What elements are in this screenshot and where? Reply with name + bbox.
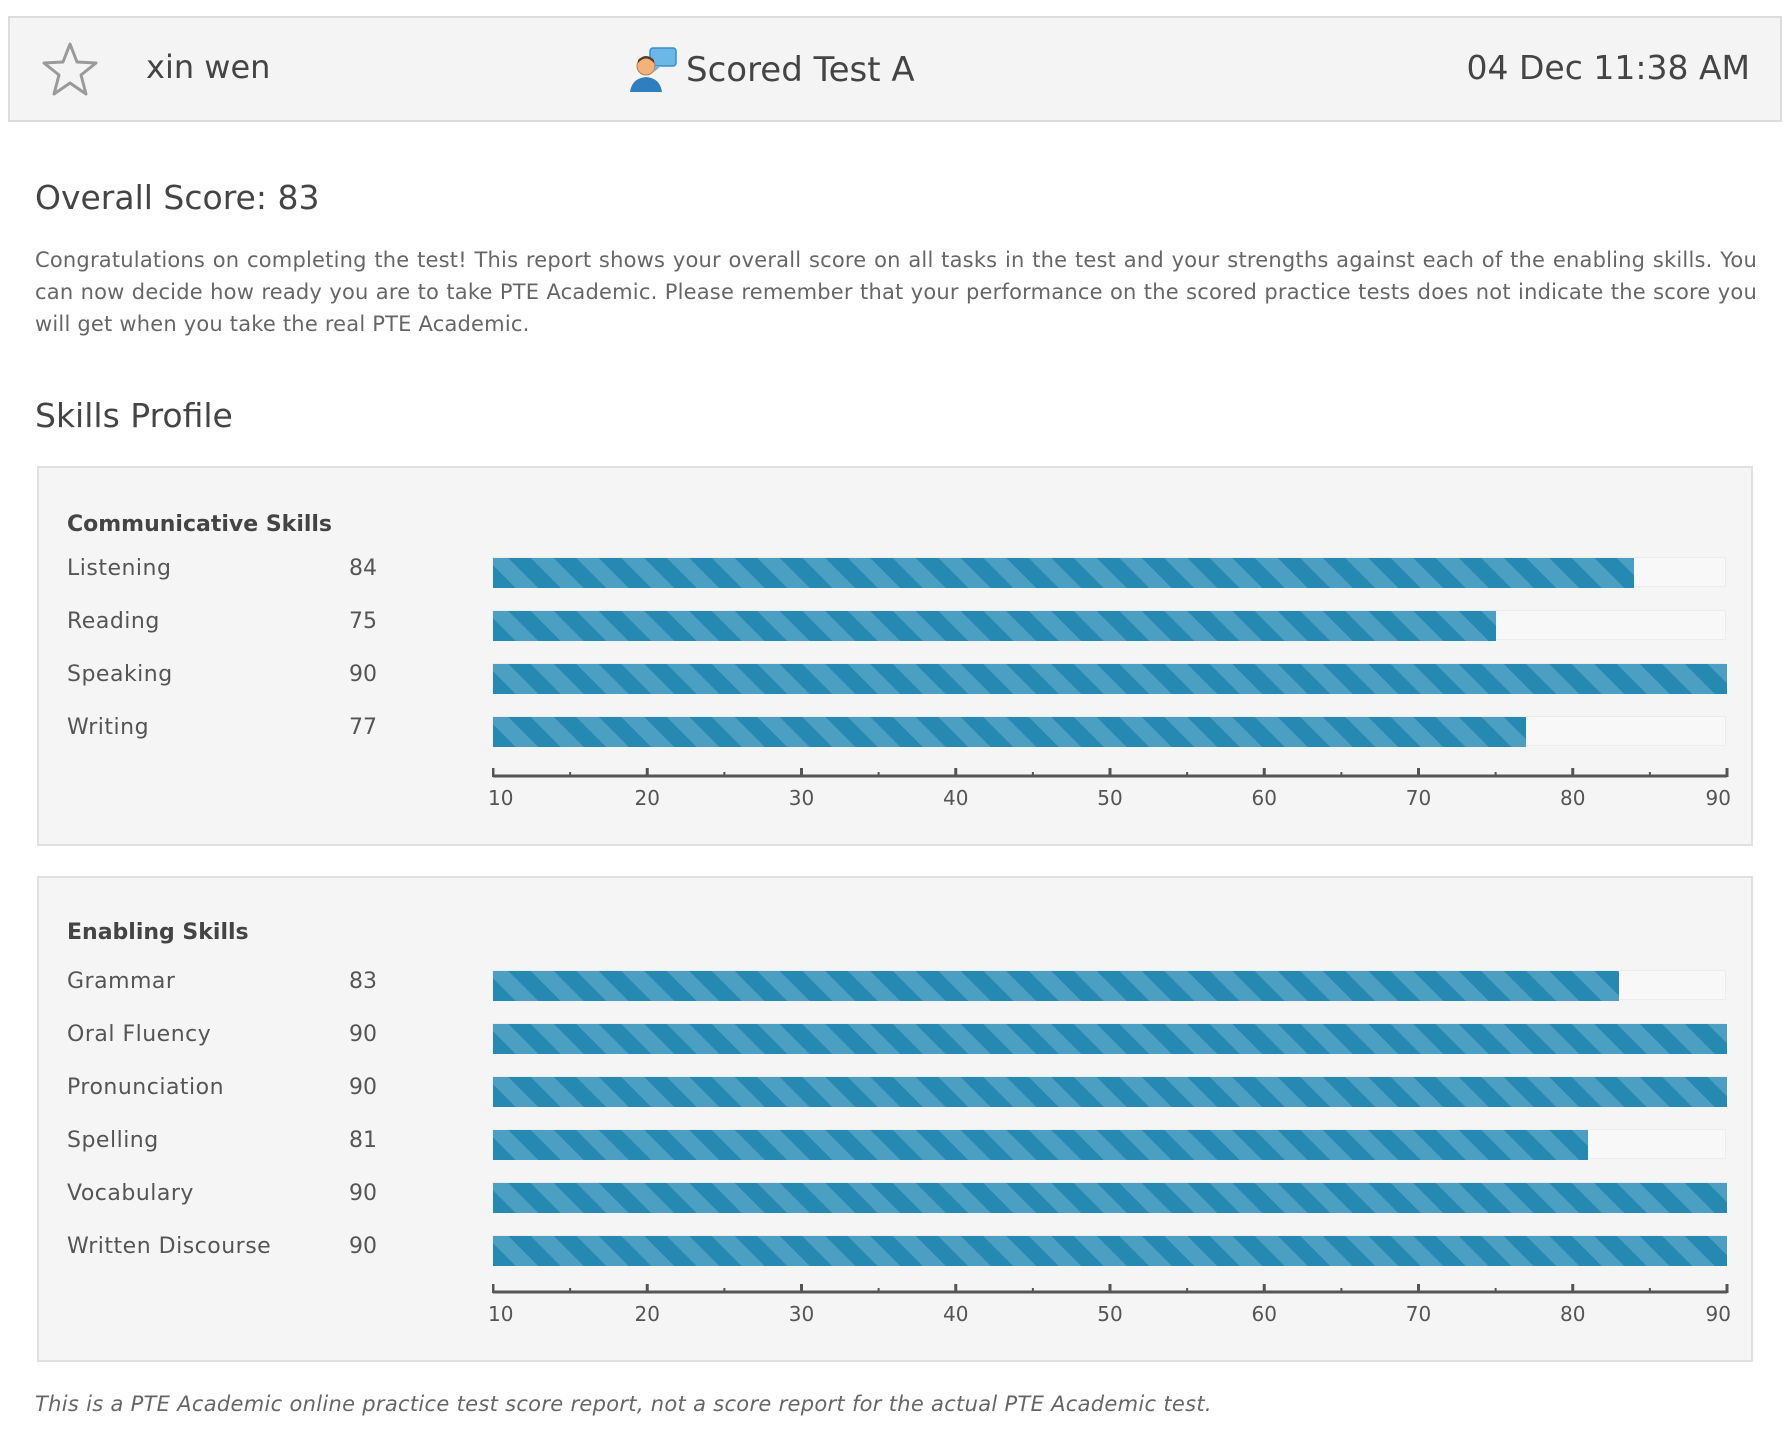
skill-row: Written Discourse 90 (39, 1234, 1751, 1268)
tick-label: 70 (1405, 1302, 1432, 1326)
skill-score: 90 (349, 1234, 377, 1259)
score-bar (493, 611, 1496, 641)
tick-label: 90 (1705, 786, 1731, 810)
tick-label: 50 (1097, 1302, 1123, 1326)
tick-label: 20 (634, 1302, 660, 1326)
skill-score: 83 (349, 969, 377, 994)
communicative-skills-panel: Communicative Skills Listening 84 Reading 7… (37, 466, 1753, 846)
skill-name: Writing (67, 715, 150, 740)
skill-score: 90 (349, 1075, 377, 1100)
user-chat-icon (628, 44, 680, 96)
score-bar (493, 1236, 1727, 1266)
score-bar (493, 664, 1727, 694)
test-title: Scored Test A (686, 50, 915, 90)
score-bar (493, 971, 1620, 1001)
score-bar (493, 1130, 1589, 1160)
tick-label: 40 (943, 786, 969, 810)
skill-row: Speaking 90 (39, 662, 1751, 696)
tick-label: 50 (1097, 786, 1123, 810)
skill-name: Reading (67, 609, 160, 634)
skill-name: Pronunciation (67, 1075, 225, 1100)
score-bar-track (492, 1076, 1727, 1107)
score-bar (493, 558, 1635, 588)
skill-row: Grammar 83 (39, 969, 1751, 1003)
skill-row: Listening 84 (39, 556, 1751, 590)
score-bar-track (492, 663, 1727, 694)
tick-label: 40 (943, 1302, 969, 1326)
tick-label: 30 (788, 786, 815, 810)
skill-score: 75 (349, 609, 377, 634)
test-datetime: 04 Dec 11:38 AM (1466, 48, 1750, 87)
tick-label: 20 (634, 786, 660, 810)
score-bar-track (492, 557, 1726, 588)
skill-score: 90 (349, 1181, 377, 1206)
intro-text: Congratulations on completing the test! … (35, 248, 1757, 336)
skill-name: Spelling (67, 1128, 159, 1153)
star-icon[interactable] (38, 38, 102, 102)
skills-profile-title: Skills Profile (35, 396, 233, 435)
score-bar-track (492, 1023, 1727, 1054)
score-bar-track (492, 610, 1726, 641)
score-bar (493, 717, 1527, 747)
skill-row: Vocabulary 90 (39, 1181, 1751, 1215)
panel-heading: Communicative Skills (67, 512, 333, 537)
score-bar (493, 1024, 1727, 1054)
skill-score: 84 (349, 556, 377, 581)
overall-score: Overall Score: 83 (35, 178, 320, 217)
user-name: xin wen (146, 48, 271, 86)
score-axis: 10 20 30 40 50 60 70 80 90 (488, 768, 1732, 828)
test-title-group: Scored Test A (628, 42, 915, 98)
score-axis: 10 20 30 40 50 60 70 80 90 (488, 1284, 1732, 1344)
tick-label: 60 (1251, 786, 1277, 810)
skill-name: Written Discourse (67, 1234, 272, 1259)
skill-row: Spelling 81 (39, 1128, 1751, 1162)
axis-line (492, 1284, 1729, 1294)
skill-score: 81 (349, 1128, 377, 1153)
skill-name: Listening (67, 556, 172, 581)
skill-name: Speaking (67, 662, 173, 687)
score-bar-track (492, 1235, 1727, 1266)
score-bar-track (492, 1182, 1727, 1213)
skill-row: Pronunciation 90 (39, 1075, 1751, 1109)
score-bar-track (492, 716, 1726, 747)
skill-row: Oral Fluency 90 (39, 1022, 1751, 1056)
panel-heading: Enabling Skills (67, 920, 249, 945)
report-header: xin wen Scored Test A 04 Dec 11:38 AM (8, 16, 1782, 122)
skill-name: Oral Fluency (67, 1022, 212, 1047)
score-bar (493, 1077, 1727, 1107)
skill-row: Writing 77 (39, 715, 1751, 749)
score-bar-track (492, 1129, 1726, 1160)
tick-label: 70 (1405, 786, 1432, 810)
score-bar (493, 1183, 1727, 1213)
skill-score: 77 (349, 715, 377, 740)
tick-label: 90 (1705, 1302, 1731, 1326)
tick-label: 10 (488, 1302, 514, 1326)
tick-label: 80 (1560, 1302, 1586, 1326)
skill-name: Grammar (67, 969, 176, 994)
skill-row: Reading 75 (39, 609, 1751, 643)
enabling-skills-panel: Enabling Skills Grammar 83 Oral Fluency 90 P… (37, 876, 1753, 1362)
score-bar-track (492, 970, 1726, 1001)
tick-label: 80 (1560, 786, 1586, 810)
skill-score: 90 (349, 1022, 377, 1047)
tick-label: 30 (788, 1302, 815, 1326)
skill-score: 90 (349, 662, 377, 687)
tick-label: 10 (488, 786, 514, 810)
footnote: This is a PTE Academic online practice t… (35, 1392, 1212, 1416)
axis-line (492, 768, 1729, 778)
skill-name: Vocabulary (67, 1181, 194, 1206)
tick-label: 60 (1251, 1302, 1277, 1326)
